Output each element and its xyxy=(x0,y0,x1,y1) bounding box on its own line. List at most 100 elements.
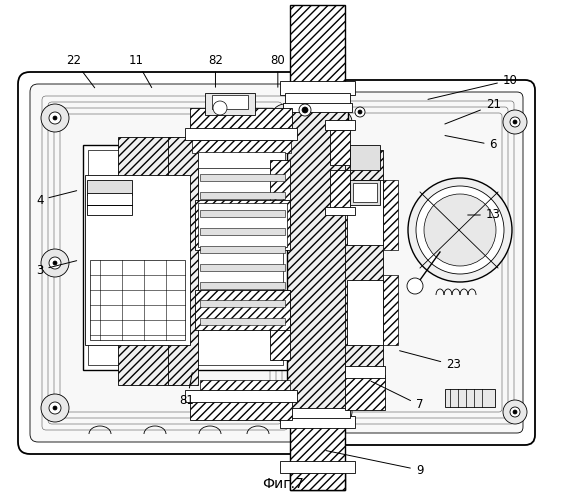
Bar xyxy=(198,203,287,247)
Text: 9: 9 xyxy=(326,450,424,476)
Bar xyxy=(88,150,283,365)
Bar xyxy=(290,425,345,490)
Circle shape xyxy=(338,120,342,124)
Text: 7: 7 xyxy=(371,381,424,412)
Circle shape xyxy=(503,110,527,134)
Bar xyxy=(330,130,350,165)
Text: 10: 10 xyxy=(428,74,518,100)
Bar xyxy=(347,280,383,345)
Circle shape xyxy=(41,104,69,132)
Bar xyxy=(345,366,385,378)
Bar xyxy=(353,183,377,202)
Bar xyxy=(185,390,297,402)
Bar xyxy=(280,461,355,473)
FancyBboxPatch shape xyxy=(18,72,312,454)
Circle shape xyxy=(213,101,227,115)
Bar xyxy=(212,95,248,109)
Bar xyxy=(192,140,291,153)
Bar xyxy=(200,192,285,199)
Text: 11: 11 xyxy=(129,54,152,88)
Bar xyxy=(200,138,290,152)
Bar xyxy=(195,200,290,250)
Circle shape xyxy=(513,410,517,414)
Circle shape xyxy=(53,261,57,265)
Circle shape xyxy=(503,400,527,424)
FancyBboxPatch shape xyxy=(30,84,300,442)
Circle shape xyxy=(53,116,57,120)
Bar xyxy=(168,137,198,385)
Bar xyxy=(200,264,285,271)
Bar xyxy=(190,400,292,420)
Circle shape xyxy=(408,178,512,282)
Circle shape xyxy=(283,261,287,265)
Bar xyxy=(200,174,285,181)
Bar xyxy=(200,300,285,307)
Bar xyxy=(195,290,290,330)
Circle shape xyxy=(513,120,517,124)
Circle shape xyxy=(49,112,61,124)
Bar xyxy=(325,120,355,130)
Bar xyxy=(85,175,190,345)
Circle shape xyxy=(299,104,311,116)
Text: 23: 23 xyxy=(400,350,461,372)
Circle shape xyxy=(302,107,308,113)
Bar xyxy=(285,408,350,418)
Text: 6: 6 xyxy=(445,136,497,152)
Bar xyxy=(87,193,132,215)
Circle shape xyxy=(271,249,299,277)
Bar xyxy=(185,128,297,140)
Circle shape xyxy=(424,194,496,266)
Circle shape xyxy=(328,400,352,424)
Text: 22: 22 xyxy=(66,54,95,88)
Circle shape xyxy=(279,402,291,414)
Bar xyxy=(283,103,352,112)
Bar xyxy=(287,110,348,415)
Bar xyxy=(200,228,285,235)
Circle shape xyxy=(49,402,61,414)
Bar xyxy=(270,290,290,360)
FancyBboxPatch shape xyxy=(300,80,535,445)
Circle shape xyxy=(407,278,423,294)
Circle shape xyxy=(283,116,287,120)
Bar xyxy=(270,160,290,230)
Text: 81: 81 xyxy=(180,372,194,406)
Text: 80: 80 xyxy=(270,54,285,87)
Text: 3: 3 xyxy=(36,260,77,276)
Circle shape xyxy=(335,407,345,417)
Circle shape xyxy=(510,117,520,127)
FancyBboxPatch shape xyxy=(312,92,523,433)
Circle shape xyxy=(335,117,345,127)
Bar xyxy=(200,210,285,217)
Bar xyxy=(200,246,285,253)
Bar xyxy=(90,260,185,340)
Circle shape xyxy=(279,257,291,269)
Bar xyxy=(325,207,355,215)
Circle shape xyxy=(53,406,57,410)
Bar xyxy=(285,93,350,105)
Circle shape xyxy=(41,249,69,277)
Bar xyxy=(280,81,355,95)
Bar xyxy=(198,152,285,168)
Text: 13: 13 xyxy=(468,208,501,222)
Circle shape xyxy=(271,394,299,422)
Bar xyxy=(190,108,292,130)
Bar xyxy=(290,5,345,85)
Bar xyxy=(87,180,132,195)
Bar xyxy=(350,180,380,205)
Bar xyxy=(290,472,345,490)
Bar xyxy=(330,170,350,210)
Bar xyxy=(383,180,398,250)
Bar xyxy=(200,318,285,325)
Text: 82: 82 xyxy=(208,54,223,87)
Bar xyxy=(83,145,288,370)
Text: Фиг.7: Фиг.7 xyxy=(262,477,304,491)
Bar xyxy=(350,145,380,170)
Text: 4: 4 xyxy=(36,190,77,206)
Bar xyxy=(347,180,383,245)
Bar xyxy=(118,137,173,385)
Circle shape xyxy=(338,410,342,414)
Bar xyxy=(345,150,383,370)
Circle shape xyxy=(283,406,287,410)
Bar xyxy=(205,93,255,115)
Bar xyxy=(445,389,495,407)
